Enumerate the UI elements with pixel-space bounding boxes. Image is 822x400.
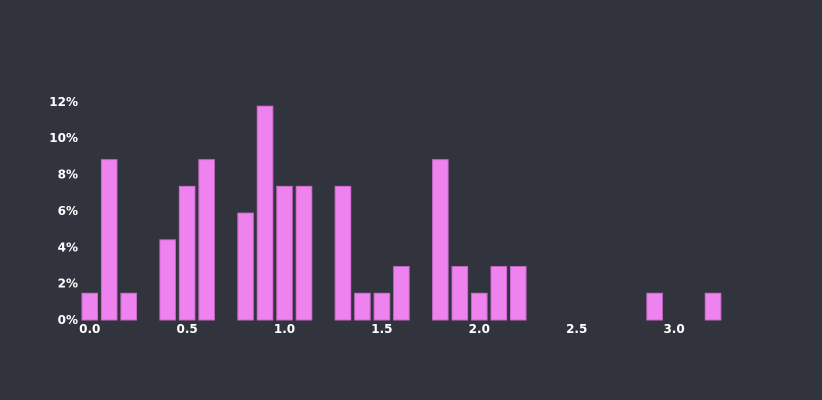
x-tick-label: 2.0 <box>469 322 490 336</box>
histogram-bar <box>334 185 352 321</box>
histogram-bar <box>704 292 722 321</box>
histogram-bar <box>471 292 488 321</box>
histogram-bar <box>159 239 176 321</box>
histogram-bar <box>646 292 663 321</box>
y-tick-label: 10% <box>49 131 78 145</box>
histogram-bar <box>120 292 137 321</box>
y-axis: 0% 2% 4% 6% 8% 10% 12% <box>49 95 78 327</box>
x-tick-label: 2.5 <box>566 322 587 336</box>
histogram-bar <box>256 105 274 321</box>
x-tick-label: 0.5 <box>176 322 197 336</box>
histogram-bar <box>509 266 527 321</box>
x-tick-label: 0.0 <box>79 322 100 336</box>
histogram-bar <box>373 292 391 321</box>
histogram-bar <box>81 292 99 321</box>
histogram-bar <box>237 212 254 321</box>
histogram-bar <box>178 185 196 321</box>
x-axis: 0.0 0.5 1.0 1.5 2.0 2.5 3.0 <box>79 322 685 336</box>
y-tick-label: 4% <box>58 240 78 254</box>
histogram-bar <box>451 266 469 321</box>
x-tick-label: 3.0 <box>663 322 684 336</box>
y-tick-label: 2% <box>58 277 78 291</box>
histogram-bar <box>295 185 313 321</box>
histogram-bar <box>100 159 118 321</box>
histogram-bar <box>393 266 410 321</box>
y-tick-label: 12% <box>49 95 78 109</box>
histogram-bar <box>198 159 215 321</box>
y-tick-label: 6% <box>58 204 78 218</box>
bars <box>81 105 722 321</box>
x-tick-label: 1.5 <box>371 322 392 336</box>
y-tick-label: 0% <box>58 313 78 327</box>
histogram-bar <box>432 159 449 321</box>
x-tick-label: 1.0 <box>274 322 295 336</box>
histogram-bar <box>490 266 508 321</box>
histogram-bar <box>276 185 293 321</box>
y-tick-label: 8% <box>58 168 78 182</box>
histogram-bar <box>354 292 371 321</box>
